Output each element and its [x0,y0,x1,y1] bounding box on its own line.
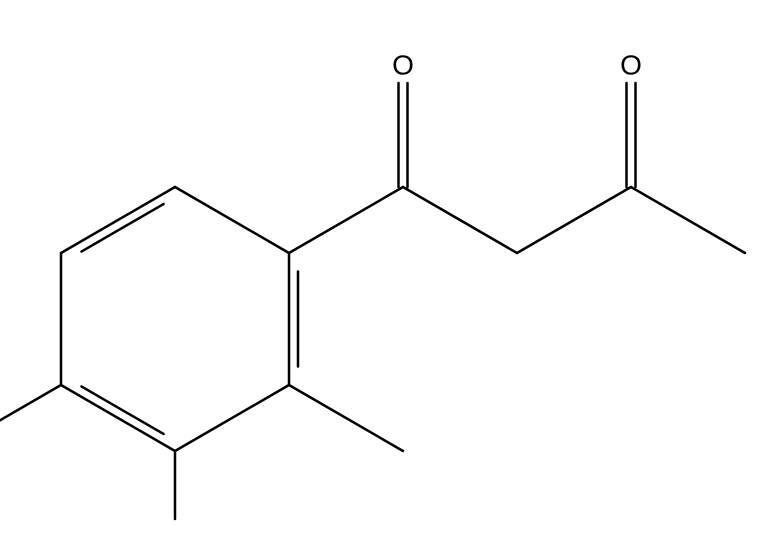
atom-label: O [392,50,414,81]
chemical-structure-diagram: OO [0,0,776,536]
diagram-background [0,0,776,536]
atom-label: O [620,50,642,81]
